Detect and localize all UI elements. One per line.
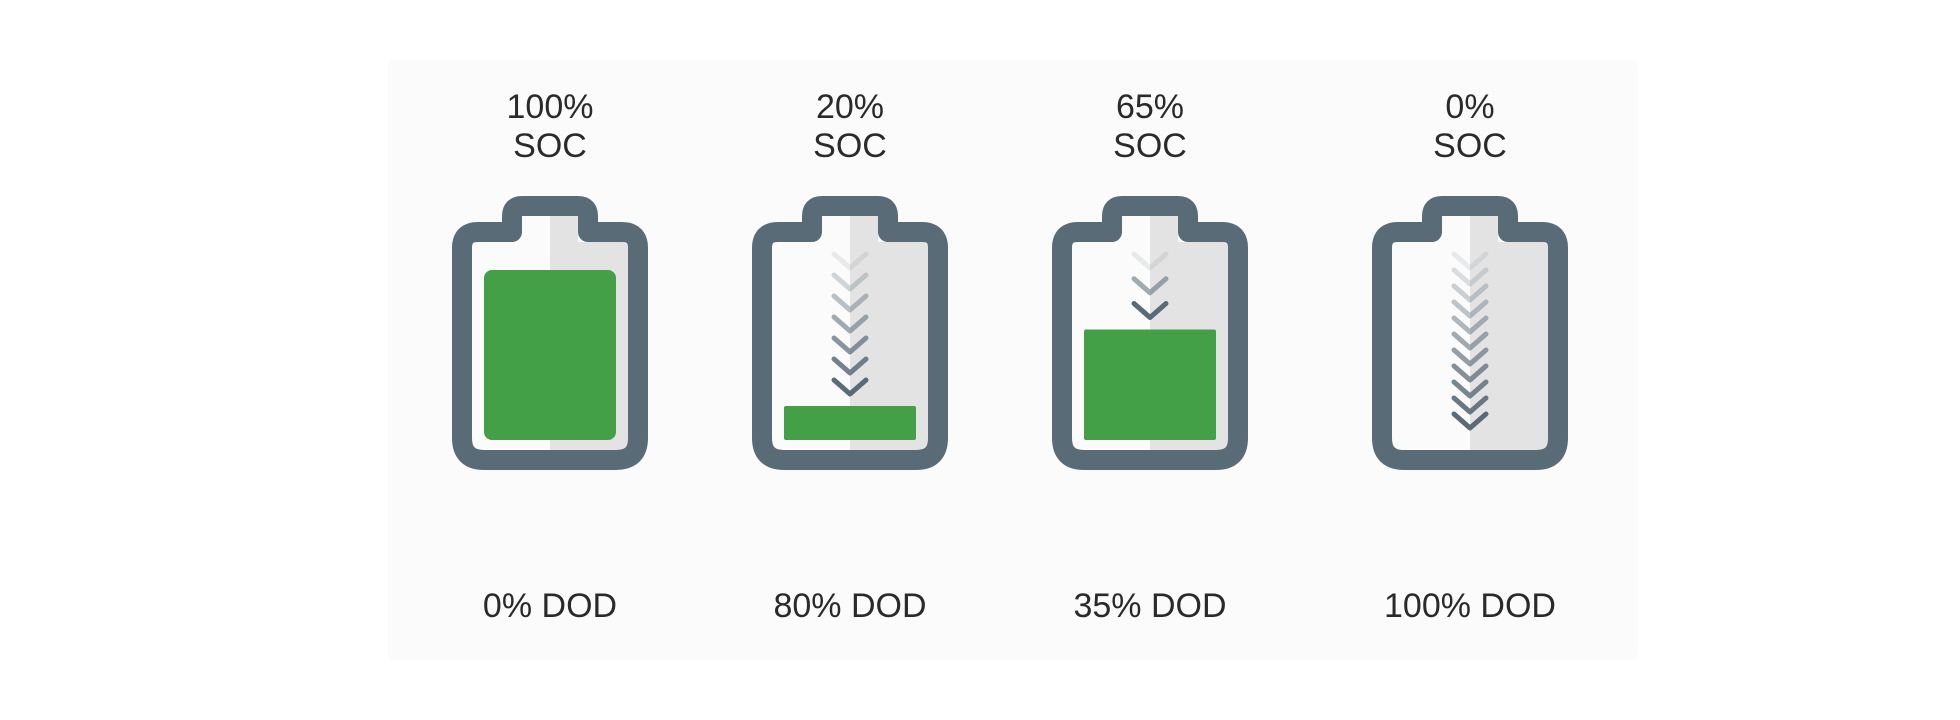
discharge-chevron-icon xyxy=(831,356,869,376)
battery-icon xyxy=(452,196,648,470)
soc-value: 65% xyxy=(1115,88,1185,126)
battery-group-2: 20% SOC 80% DOD xyxy=(700,0,1000,720)
charge-level-fill xyxy=(784,406,916,440)
soc-unit: SOC xyxy=(1433,127,1507,165)
battery-casing xyxy=(1052,196,1248,470)
discharge-chevron-icon xyxy=(831,293,869,313)
discharge-chevron-icon xyxy=(1451,395,1489,415)
soc-label: 0% SOC xyxy=(1320,88,1620,166)
discharge-chevron-icon xyxy=(1131,251,1169,271)
soc-unit: SOC xyxy=(813,127,887,165)
dod-label: 0% DOD xyxy=(482,587,618,625)
soc-value: 20% xyxy=(815,88,885,126)
battery-casing xyxy=(452,196,648,470)
dod-label: 100% DOD xyxy=(1384,587,1556,625)
discharge-chevron-icon xyxy=(1451,251,1489,271)
soc-label: 65% SOC xyxy=(1000,88,1300,166)
discharge-chevron-icon xyxy=(1451,331,1489,351)
battery-inner-shade xyxy=(1470,216,1548,450)
discharge-chevron-icon xyxy=(1451,267,1489,287)
soc-label: 20% SOC xyxy=(700,88,1000,166)
discharge-chevron-icon xyxy=(1131,301,1169,320)
battery-icon xyxy=(1052,196,1248,470)
dod-label: 35% DOD xyxy=(1073,587,1227,625)
discharge-chevron-icon xyxy=(831,314,869,334)
discharge-chevron-icon xyxy=(1451,299,1489,319)
charge-level-fill xyxy=(1084,329,1216,440)
discharge-chevron-icon xyxy=(831,251,869,271)
discharge-chevron-icon xyxy=(831,377,869,397)
discharge-chevron-icon xyxy=(1451,283,1489,303)
discharge-chevron-icon xyxy=(1451,379,1489,399)
discharge-chevron-icon xyxy=(1451,315,1489,335)
discharge-chevron-icon xyxy=(1451,411,1489,431)
charge-level-fill xyxy=(484,270,616,440)
battery-icon xyxy=(1372,196,1568,470)
discharge-chevron-icon xyxy=(831,335,869,355)
battery-group-1: 100% SOC 0% DOD xyxy=(400,0,700,720)
battery-casing xyxy=(1372,196,1568,470)
discharge-chevron-icon xyxy=(831,272,869,292)
battery-group-3: 65% SOC 35% DOD xyxy=(1000,0,1300,720)
battery-casing xyxy=(752,196,948,470)
discharge-chevron-icon xyxy=(1451,347,1489,367)
soc-label: 100% SOC xyxy=(400,88,700,166)
soc-value: 100% xyxy=(506,88,594,126)
soc-unit: SOC xyxy=(1113,127,1187,165)
discharge-chevron-icon xyxy=(1451,363,1489,383)
soc-unit: SOC xyxy=(513,127,587,165)
soc-value: 0% xyxy=(1445,88,1495,126)
battery-inner-shade xyxy=(850,216,928,450)
battery-icon xyxy=(752,196,948,470)
discharge-chevron-icon xyxy=(1131,276,1169,296)
battery-group-4: 0% SOC 100% DOD xyxy=(1320,0,1620,720)
dod-label: 80% DOD xyxy=(773,587,927,625)
